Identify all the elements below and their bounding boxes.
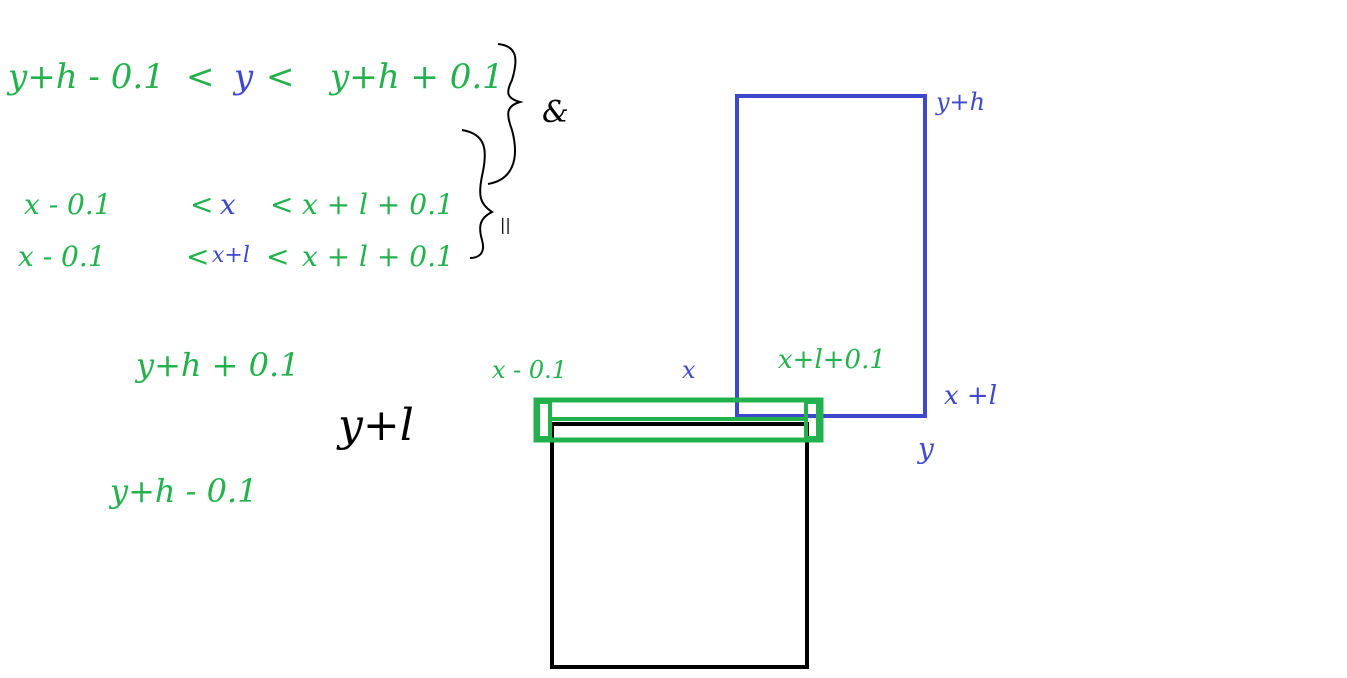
label-yh-minus: y+h - 0.1 xyxy=(108,472,258,510)
x-range-1-lt-1: < xyxy=(190,188,213,221)
x-range-2-left: x - 0.1 xyxy=(18,240,106,273)
and-symbol: & xyxy=(542,95,569,130)
x-range-2-var: x+l xyxy=(212,243,250,268)
x-range-1-lt-2: < xyxy=(270,188,293,221)
x-range-2-right: x + l + 0.1 xyxy=(302,240,454,273)
y-range-left: y+h - 0.1 xyxy=(6,57,165,97)
green-left-tick xyxy=(536,400,552,440)
label-y-plus-l: y+l xyxy=(336,400,414,451)
x-range-1-right: x + l + 0.1 xyxy=(302,188,454,221)
x-range-1-left: x - 0.1 xyxy=(24,188,112,221)
y-range-var: y xyxy=(232,57,254,97)
blue-rect-right-label: x +l xyxy=(944,381,997,411)
x-range-2-lt-2: < xyxy=(266,240,289,273)
label-xl-plus: x+l+0.1 xyxy=(778,345,886,375)
condition-x-range-2: x - 0.1 < x+l < x + l + 0.1 xyxy=(18,240,454,273)
blue-rect-top-label: y+h xyxy=(935,88,985,116)
label-x: x xyxy=(682,356,696,384)
condition-x-range-1: x - 0.1 < x < x + l + 0.1 xyxy=(24,188,454,221)
condition-y-range: y+h - 0.1 < y < y+h + 0.1 xyxy=(6,57,504,97)
x-range-2-lt-1: < xyxy=(186,240,209,273)
black-rectangle xyxy=(550,422,809,669)
x-range-1-var: x xyxy=(220,188,236,221)
label-x-minus: x - 0.1 xyxy=(492,356,567,384)
brace-x-conditions xyxy=(461,129,494,259)
or-symbol: || xyxy=(500,215,511,234)
y-range-lt-2: < xyxy=(266,57,295,97)
label-yh-plus: y+h + 0.1 xyxy=(134,346,300,384)
blue-rectangle xyxy=(735,94,927,418)
blue-rect-bottom-label: y xyxy=(916,432,935,465)
green-right-tick xyxy=(804,400,820,440)
brace-y-condition xyxy=(487,43,524,185)
y-range-right: y+h + 0.1 xyxy=(328,57,504,97)
y-range-lt-1: < xyxy=(186,57,215,97)
